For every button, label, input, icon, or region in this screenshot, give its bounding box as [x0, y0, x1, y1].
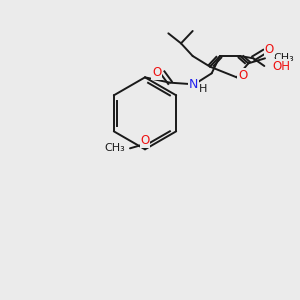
Text: CH₃: CH₃	[273, 53, 294, 63]
Text: O: O	[152, 66, 161, 79]
Text: O: O	[238, 69, 247, 82]
Text: N: N	[189, 78, 198, 91]
Text: CH₃: CH₃	[104, 143, 125, 153]
Text: OH: OH	[272, 59, 290, 73]
Text: O: O	[265, 43, 274, 56]
Text: H: H	[199, 84, 208, 94]
Text: O: O	[140, 134, 150, 148]
